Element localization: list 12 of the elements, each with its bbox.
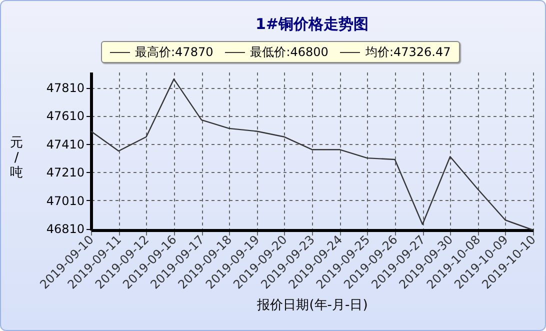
y-tick-label: 47610 <box>46 109 84 124</box>
y-tick-label: 47210 <box>46 166 84 180</box>
y-tick-label: 47810 <box>46 81 84 96</box>
y-tick-label: 47010 <box>46 194 84 208</box>
y-axis-title: 元/吨 <box>10 136 23 180</box>
y-tick-label: 47410 <box>46 137 84 152</box>
text: 最低价:46800 <box>249 44 328 60</box>
chart-title: 1#铜价格走势图 <box>255 15 369 33</box>
x-axis-title: 报价日期(年-月-日) <box>256 298 368 314</box>
text: 最高价:47870 <box>134 44 214 60</box>
y-tick-label: 46810 <box>46 222 84 236</box>
text: 均价:47326.47 <box>364 44 451 60</box>
